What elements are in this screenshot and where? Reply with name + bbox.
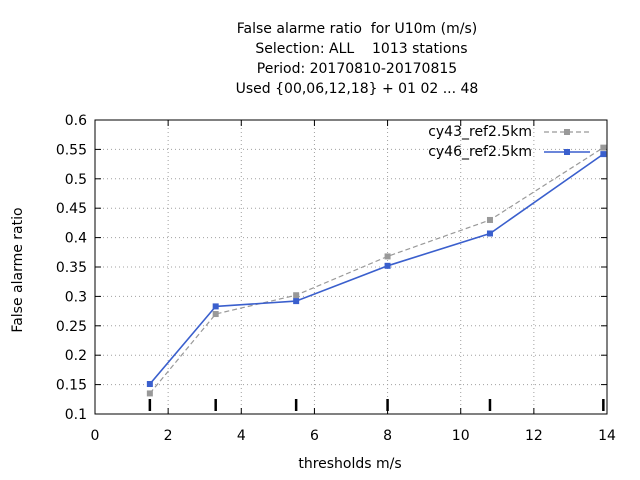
x-tick-label: 0	[91, 428, 100, 444]
x-tick-label: 6	[310, 428, 319, 444]
y-tick-label: 0.6	[65, 113, 87, 129]
y-tick-label: 0.4	[65, 231, 87, 247]
y-tick-label: 0.25	[56, 319, 87, 335]
data-point-series-1	[293, 292, 300, 299]
chart-title-line-1: False alarme ratio for U10m (m/s)	[236, 21, 478, 37]
x-axis-label: thresholds m/s	[298, 456, 402, 472]
y-tick-label: 0.5	[65, 172, 87, 188]
legend-label-series-1: cy43_ref2.5km	[428, 124, 532, 140]
series-line-2	[149, 153, 604, 385]
legend-label-series-2: cy46_ref2.5km	[428, 144, 532, 160]
data-point-series-1	[486, 216, 493, 223]
y-tick-label: 0.15	[56, 378, 87, 394]
data-point-series-2	[212, 303, 219, 310]
data-point-series-1	[384, 253, 391, 260]
data-point-series-1	[146, 390, 153, 397]
y-tick-label: 0.45	[56, 201, 87, 217]
data-point-series-1	[600, 144, 607, 151]
y-tick-label: 0.2	[65, 348, 87, 364]
data-point-series-2	[146, 381, 153, 388]
chart-title-line-4: Used {00,06,12,18} + 01 02 ... 48	[235, 81, 479, 97]
x-tick-label: 12	[525, 428, 543, 444]
y-tick-label: 0.35	[56, 260, 87, 276]
legend-marker-series-1	[564, 129, 570, 135]
y-axis-label: False alarme ratio	[10, 207, 26, 333]
data-point-series-2	[600, 151, 607, 158]
data-point-series-2	[384, 262, 391, 269]
x-tick-label: 4	[237, 428, 246, 444]
plot-frame	[94, 119, 608, 415]
legend-marker-series-2	[564, 149, 570, 155]
chart-title-line-3: Period: 20170810-20170815	[256, 61, 458, 77]
data-point-series-2	[486, 230, 493, 237]
data-point-series-1	[212, 311, 219, 318]
data-point-series-2	[293, 298, 300, 305]
y-tick-label: 0.55	[56, 142, 87, 158]
x-tick-label: 2	[164, 428, 173, 444]
chart-title-line-2: Selection: ALL 1013 stations	[246, 41, 468, 57]
x-tick-label: 8	[383, 428, 392, 444]
x-tick-label: 10	[452, 428, 470, 444]
y-tick-label: 0.3	[65, 289, 87, 305]
series-line-1	[149, 147, 604, 394]
x-tick-label: 14	[598, 428, 616, 444]
y-tick-label: 0.1	[65, 407, 87, 423]
